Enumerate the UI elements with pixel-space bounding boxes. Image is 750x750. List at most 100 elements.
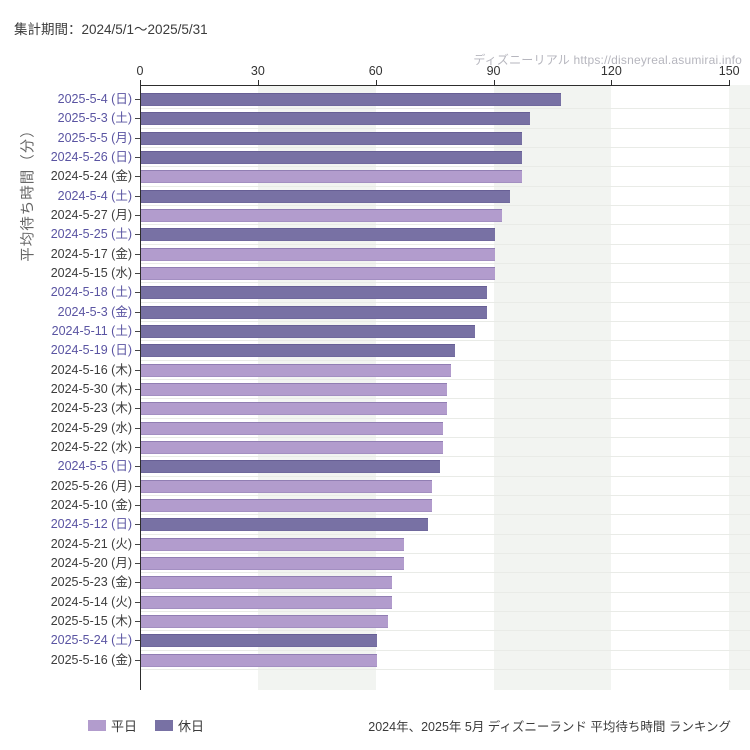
category-label: 2025-5-23 (金) <box>50 575 132 590</box>
category-label: 2025-5-3 (土) <box>57 111 132 126</box>
wait-time-bar <box>141 228 495 242</box>
legend-label-weekday: 平日 <box>111 719 138 734</box>
category-tick-mark <box>135 562 141 564</box>
category-tick-mark <box>135 292 141 294</box>
bar-row: 2024-5-27 (月) <box>51 206 750 226</box>
category-tick-mark <box>135 388 141 390</box>
category-tick-mark <box>135 446 141 448</box>
bar-row: 2025-5-3 (土) <box>58 109 750 129</box>
y-axis <box>140 85 141 690</box>
bar-row: 2025-5-5 (月) <box>58 129 750 149</box>
wait-time-bar <box>141 170 523 184</box>
category-tick-mark <box>135 659 141 661</box>
category-label: 2025-5-26 (月) <box>50 478 132 493</box>
bar-row: 2025-5-4 (日) <box>58 90 750 110</box>
category-tick-mark <box>135 640 141 642</box>
x-tick-mark <box>729 80 731 85</box>
wait-time-bar <box>141 537 405 551</box>
bar-rows: 2025-5-4 (日) 2025-5-3 (土) 2025-5-5 (月) 2024… <box>51 90 750 671</box>
wait-time-bar <box>141 382 448 396</box>
category-tick-mark <box>135 137 141 139</box>
category-label: 2024-5-17 (金) <box>50 246 132 261</box>
category-label: 2025-5-4 (日) <box>57 92 132 106</box>
category-tick-mark <box>135 601 141 603</box>
wait-time-bar <box>141 112 530 126</box>
x-tick-label: 150 <box>718 64 740 78</box>
bar-row: 2024-5-30 (木) <box>51 380 750 400</box>
bar-row: 2024-5-12 (日) <box>51 515 750 535</box>
bar-row: 2024-5-23 (木) <box>51 399 750 419</box>
category-tick-mark <box>135 582 141 584</box>
wait-time-bar <box>141 556 405 570</box>
bar-row: 2025-5-26 (月) <box>51 477 750 497</box>
bar-row: 2024-5-14 (火) <box>51 593 750 613</box>
x-tick-label: 30 <box>250 64 265 78</box>
legend-label-holiday: 休日 <box>178 719 205 734</box>
category-label: 2024-5-14 (火) <box>50 594 132 609</box>
category-tick-mark <box>135 408 141 410</box>
holiday-swatch <box>155 720 174 731</box>
x-tick-label: 120 <box>600 64 622 78</box>
wait-time-bar <box>141 305 487 319</box>
category-tick-mark <box>135 234 141 236</box>
category-label: 2024-5-22 (水) <box>50 439 132 454</box>
chart-caption: 2024年、2025年 5月 ディズニーランド 平均待ち時間 ランキング <box>368 720 731 734</box>
category-tick-mark <box>135 330 141 332</box>
category-label: 2024-5-15 (水) <box>50 265 132 280</box>
bar-row: 2024-5-11 (土) <box>52 322 750 342</box>
wait-time-bar <box>141 614 389 628</box>
bar-row: 2024-5-18 (土) <box>51 283 750 303</box>
bar-row: 2025-5-15 (木) <box>51 612 750 632</box>
bar-row: 2025-5-16 (金) <box>51 651 750 671</box>
category-label: 2025-5-16 (金) <box>50 652 132 667</box>
category-label: 2024-5-21 (火) <box>50 536 132 551</box>
bar-row: 2024-5-17 (金) <box>51 245 750 265</box>
bar-row: 2024-5-29 (水) <box>51 419 750 439</box>
category-tick-mark <box>135 427 141 429</box>
x-axis-tick-labels: 0 30 60 90 120 150 <box>136 64 740 82</box>
legend: 平日 休日 <box>88 716 204 735</box>
category-label: 2025-5-24 (土) <box>50 633 132 648</box>
category-tick-mark <box>135 504 141 506</box>
bar-row: 2025-5-24 (土) <box>51 631 750 651</box>
bar-row: 2024-5-24 (金) <box>51 167 750 187</box>
bar-row: 2024-5-22 (水) <box>51 438 750 458</box>
bar-row: 2024-5-15 (水) <box>51 264 750 284</box>
category-label: 2024-5-16 (木) <box>50 362 132 377</box>
category-label: 2024-5-24 (金) <box>50 169 132 184</box>
category-tick-mark <box>135 543 141 545</box>
wait-time-bar <box>141 131 523 145</box>
x-tick-mark <box>493 80 495 85</box>
bar-row: 2024-5-16 (木) <box>51 361 750 381</box>
wait-time-bar <box>141 421 444 435</box>
category-label: 2024-5-27 (月) <box>50 207 132 222</box>
weekday-swatch <box>88 720 106 731</box>
background-band <box>611 85 730 690</box>
wait-time-bar <box>141 93 562 106</box>
category-label: 2024-5-30 (木) <box>50 381 132 396</box>
x-tick-mark <box>257 80 259 85</box>
category-label: 2024-5-26 (日) <box>50 149 132 164</box>
wait-time-bar <box>141 440 444 454</box>
bar-row: 2024-5-21 (火) <box>51 535 750 555</box>
category-tick-mark <box>135 214 141 216</box>
x-tick-label: 60 <box>368 64 383 78</box>
bar-row: 2024-5-25 (土) <box>51 225 750 245</box>
wait-time-bar <box>141 150 523 164</box>
x-tick-label: 90 <box>486 64 501 78</box>
category-tick-mark <box>135 118 141 120</box>
y-axis-title: 平均待ち時間（分） <box>20 122 37 262</box>
category-tick-mark <box>135 620 141 622</box>
x-tick-label: 0 <box>136 64 144 78</box>
bar-row: 2024-5-3 (金) <box>58 303 750 323</box>
category-label: 2024-5-25 (土) <box>50 227 132 242</box>
wait-time-bar <box>141 498 432 512</box>
bar-row: 2024-5-5 (日) <box>58 457 750 477</box>
category-label: 2024-5-5 (日) <box>57 459 132 474</box>
legend-item-weekday: 平日 <box>88 716 137 735</box>
wait-time-bar <box>141 653 377 667</box>
site-watermark: ディズニーリアル https://disneyreal.asumirai.inf… <box>473 53 742 67</box>
wait-time-bar <box>141 324 475 338</box>
x-tick-mark <box>375 80 377 85</box>
